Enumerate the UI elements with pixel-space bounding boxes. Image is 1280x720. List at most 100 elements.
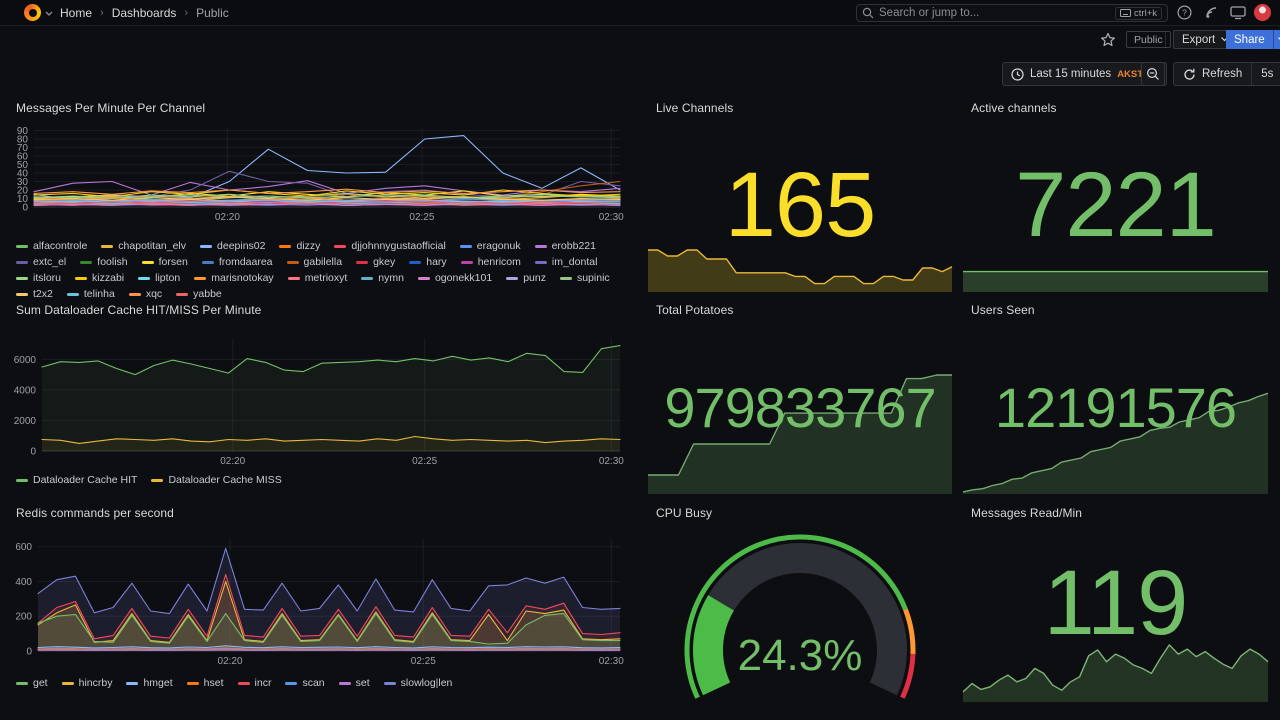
legend-item[interactable]: foolish <box>80 256 128 268</box>
legend-swatch <box>506 276 519 280</box>
legend-item[interactable]: fromdaarea <box>201 256 273 268</box>
svg-text:600: 600 <box>15 542 32 553</box>
time-range-picker[interactable]: Last 15 minutes AKST <box>1002 62 1168 86</box>
legend-item[interactable]: lipton <box>138 272 180 284</box>
timeseries-chart-redis[interactable]: 0 200 400 600 02:20 02:25 02:30 <box>8 530 626 667</box>
legend-swatch <box>16 260 28 264</box>
legend-item[interactable]: incr <box>237 677 271 689</box>
legend-swatch <box>194 276 207 280</box>
svg-text:0: 0 <box>30 447 36 458</box>
legend-label: hmget <box>143 677 173 689</box>
panel-title-active-channels[interactable]: Active channels <box>971 101 1057 115</box>
refresh-interval-dropdown[interactable]: 5s <box>1251 63 1280 85</box>
sparkline-messages-read <box>962 644 1269 702</box>
legend-item[interactable]: hary <box>409 256 447 268</box>
legend-item[interactable]: gkey <box>356 256 395 268</box>
stat-value-live-channels: 165 <box>724 154 877 256</box>
legend-item[interactable]: t2x2 <box>16 288 53 300</box>
legend-swatch <box>361 276 374 280</box>
svg-text:0: 0 <box>22 203 28 214</box>
legend-item[interactable]: gabilella <box>286 256 343 268</box>
menu-chevron-down-icon[interactable] <box>44 10 54 18</box>
legend-item[interactable]: eragonuk <box>459 240 521 252</box>
legend-item[interactable]: hset <box>186 677 224 689</box>
svg-text:02:20: 02:20 <box>215 212 240 223</box>
legend-item[interactable]: get <box>16 677 48 689</box>
star-icon[interactable] <box>1100 32 1116 48</box>
legend-item[interactable]: hincrby <box>61 677 112 689</box>
zoom-out-button[interactable] <box>1141 62 1165 86</box>
panel-title-dataloader[interactable]: Sum Dataloader Cache HIT/MISS Per Minute <box>16 303 262 317</box>
legend-item[interactable]: alfacontrole <box>16 240 87 252</box>
legend-swatch <box>286 260 299 264</box>
legend-item[interactable]: xqc <box>128 288 162 300</box>
panel-title-messages-per-minute[interactable]: Messages Per Minute Per Channel <box>16 101 206 115</box>
legend-item[interactable]: kizzabi <box>75 272 124 284</box>
svg-text:02:25: 02:25 <box>412 456 437 467</box>
legend-item[interactable]: yabbe <box>176 288 222 300</box>
panel-title-users-seen[interactable]: Users Seen <box>971 303 1035 317</box>
legend-item[interactable]: im_dontal <box>534 256 597 268</box>
legend-swatch <box>16 478 28 482</box>
legend-item[interactable]: chapotitan_elv <box>101 240 186 252</box>
monitor-icon[interactable] <box>1230 5 1246 21</box>
breadcrumb-dashboards[interactable]: Dashboards <box>111 6 177 20</box>
legend-item[interactable]: forsen <box>141 256 188 268</box>
legend-swatch <box>128 292 141 296</box>
stat-value-cpu-busy: 24.3% <box>737 631 863 680</box>
legend-swatch <box>334 244 347 248</box>
legend-item[interactable]: itsloru <box>16 272 61 284</box>
legend-item[interactable]: nymn <box>361 272 404 284</box>
legend-swatch <box>16 276 28 280</box>
legend-item[interactable]: punz <box>506 272 546 284</box>
legend-label: erobb221 <box>551 240 596 252</box>
breadcrumb-separator: › <box>100 7 104 19</box>
legend-item[interactable]: supinic <box>559 272 610 284</box>
user-avatar[interactable] <box>1254 4 1271 21</box>
legend-item[interactable]: ogonekk101 <box>417 272 492 284</box>
news-rss-icon[interactable] <box>1204 5 1220 21</box>
panel-title-messages-read[interactable]: Messages Read/Min <box>971 506 1083 520</box>
legend-item[interactable]: Dataloader Cache HIT <box>16 474 137 486</box>
legend-label: supinic <box>576 272 610 284</box>
timeseries-chart-dataloader[interactable]: 0 2000 4000 6000 02:20 02:25 02:30 <box>8 330 626 467</box>
legend-label: gabilella <box>303 256 343 268</box>
legend-label: set <box>355 677 370 689</box>
legend-swatch <box>237 681 250 685</box>
help-icon[interactable]: ? <box>1177 5 1193 21</box>
svg-text:50: 50 <box>17 160 29 171</box>
legend-item[interactable]: Dataloader Cache MISS <box>151 474 282 486</box>
legend-item[interactable]: erobb221 <box>534 240 596 252</box>
legend-label: nymn <box>378 272 404 284</box>
legend-item[interactable]: henricom <box>460 256 521 268</box>
panel-title-redis[interactable]: Redis commands per second <box>16 506 174 520</box>
share-dropdown-caret[interactable] <box>1272 30 1280 49</box>
legend-item[interactable]: deepins02 <box>200 240 265 252</box>
legend-item[interactable]: dizzy <box>279 240 320 252</box>
share-button[interactable]: Share <box>1226 30 1280 49</box>
legend-label: itsloru <box>33 272 62 284</box>
panel-title-total-potatoes[interactable]: Total Potatoes <box>656 303 734 317</box>
legend-item[interactable]: extc_el <box>16 256 66 268</box>
svg-text:2000: 2000 <box>14 416 37 427</box>
search-icon <box>862 7 874 19</box>
legend-item[interactable]: slowlog|len <box>383 677 452 689</box>
search-kbd-hint: ctrl+k <box>1115 6 1162 20</box>
panel-title-cpu-busy[interactable]: CPU Busy <box>656 506 713 520</box>
legend-swatch <box>285 681 298 685</box>
legend-label: deepins02 <box>217 240 266 252</box>
legend-item[interactable]: marisnotokay <box>194 272 274 284</box>
legend-item[interactable]: djjohnnygustaofficial <box>334 240 446 252</box>
search-input[interactable]: ctrl+k <box>856 4 1168 22</box>
legend-item[interactable]: scan <box>285 677 325 689</box>
breadcrumb-home[interactable]: Home <box>60 6 93 20</box>
grafana-logo[interactable] <box>24 4 41 21</box>
legend-item[interactable]: set <box>338 677 370 689</box>
legend-item[interactable]: metrioxyt <box>287 272 347 284</box>
legend-item[interactable]: telinha <box>66 288 115 300</box>
refresh-button[interactable]: Refresh <box>1174 63 1251 85</box>
legend-item[interactable]: hmget <box>126 677 173 689</box>
search-field[interactable] <box>879 7 1116 19</box>
panel-title-live-channels[interactable]: Live Channels <box>656 101 734 115</box>
